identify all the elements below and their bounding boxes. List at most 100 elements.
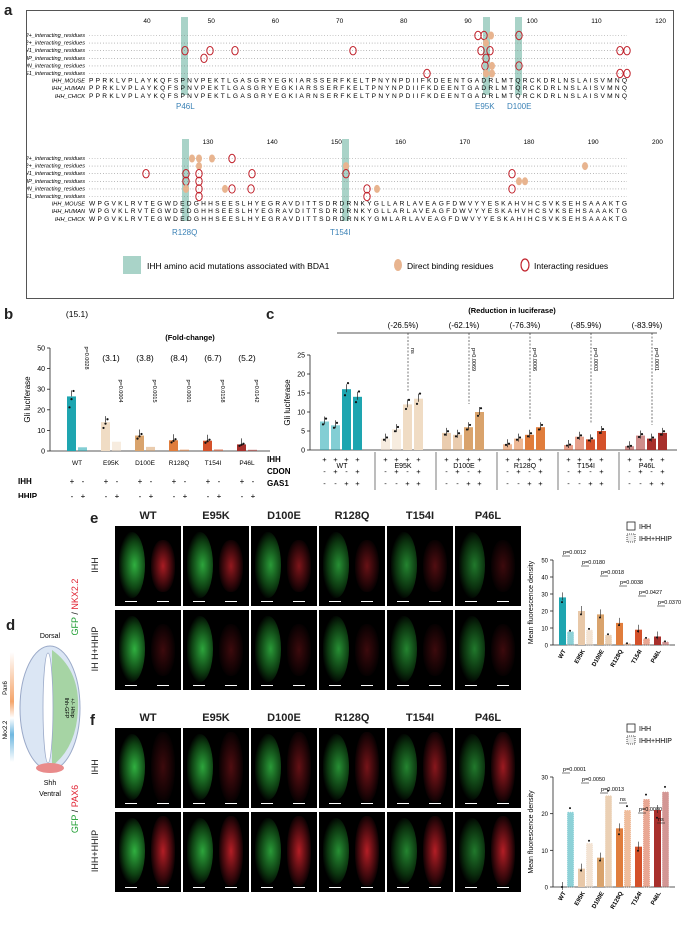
scale-bar	[465, 886, 477, 888]
legend-ihh-swatch	[626, 521, 636, 531]
ihh-sign: +	[538, 455, 543, 464]
bottom-seq-1: WPGVKLRVTEGWDEDGHHSEESLHYEGRAVDITTSDRDRN…	[89, 208, 627, 215]
ihh-sign: +	[660, 455, 665, 464]
bar-T154I-2	[586, 439, 595, 450]
bar-R128Q-ihh	[616, 622, 623, 645]
interacting-marker	[508, 169, 516, 179]
pvalue-D100E: p=0.0018	[601, 570, 624, 576]
micrograph-WT-1	[115, 812, 181, 892]
micrograph-E95K-1	[183, 610, 249, 690]
category-label-D100E: D100E	[453, 463, 475, 470]
binding-marker	[582, 162, 588, 171]
point2-D100E-0	[446, 430, 450, 433]
binding-marker	[516, 177, 522, 186]
y-tick-label: 20	[541, 812, 548, 818]
cdon-sign: +	[577, 467, 582, 476]
interacting-marker	[623, 68, 631, 79]
legend-hhip-label: IHH+HHIP	[639, 738, 672, 745]
fold-change-E95K: (3.1)	[102, 353, 120, 363]
pvalue-P46L: ns	[658, 817, 664, 823]
bar-E95K-ihh	[578, 611, 585, 645]
cdon-sign: +	[455, 467, 460, 476]
bar-T154I-1	[575, 436, 584, 450]
column-header-T154I: T154I	[405, 712, 435, 724]
row-label-ihh: IHH	[18, 477, 32, 486]
interacting-marker	[342, 169, 350, 179]
point-WT	[68, 406, 71, 409]
point2-P46L-0	[629, 444, 633, 447]
x-label-E95K: E95K	[103, 460, 120, 467]
gas1-sign: -	[384, 479, 387, 488]
pvalue-D100E: p=0.0013	[601, 787, 624, 793]
sequence-alignment-panel: 40 50 60 70 80 90 100 110 120 130 140 150 160 170 180…	[13, 10, 674, 299]
bar-D100E-hhip	[604, 634, 613, 646]
ihh-sign2-D100E: -	[150, 477, 153, 486]
point-D100E-1	[454, 435, 458, 438]
y-tick-label: 20	[37, 407, 45, 414]
scale-bar	[193, 886, 205, 888]
reduction-T154I: (-85.9%)	[571, 321, 602, 330]
ihh-sign: +	[383, 455, 388, 464]
scale-bar	[157, 600, 169, 602]
hhip-sign-D100E: -	[139, 492, 142, 498]
gfp-channel	[323, 734, 349, 800]
point2-D100E-1	[457, 432, 461, 435]
point-P46L	[238, 444, 241, 447]
scale-bar	[225, 600, 237, 602]
cdon-sign: -	[589, 467, 592, 476]
chart-c: 0 5 10 15 20 25 Gli luciferase (Reduction in lu…	[267, 306, 677, 490]
scale-bar	[361, 886, 373, 888]
gfp-channel	[255, 532, 281, 598]
scale-bar	[361, 600, 373, 602]
x-label-E95K: E95K	[574, 648, 587, 665]
gfp-channel	[459, 818, 485, 884]
fold-change-T154I: (6.7)	[204, 353, 222, 363]
interacting-marker	[515, 61, 523, 71]
ihh-sign: +	[466, 455, 471, 464]
ihh-sign: +	[322, 455, 327, 464]
point-T154I	[206, 440, 209, 443]
bar-D100E-1	[453, 434, 462, 450]
point-P46L	[240, 443, 243, 446]
x-label-T154I: T154I	[631, 649, 644, 666]
cdon-sign: +	[638, 467, 643, 476]
x-label-P46L: P46L	[239, 460, 255, 467]
micrograph-D100E-1	[251, 812, 317, 892]
stain-label: GFP / NKX2.2	[70, 567, 80, 647]
point-WT	[70, 398, 73, 401]
point2-R128Q-2	[529, 432, 533, 435]
hhip-label: +/- Hhip	[69, 698, 75, 717]
pvalue-D100E: p=0.0069	[470, 348, 476, 371]
dorsal-label: Dorsal	[40, 633, 61, 640]
fold-change-R128Q: (8.4)	[170, 353, 188, 363]
reduction-R128Q: (-76.3%)	[510, 321, 541, 330]
cdon-sign: +	[516, 467, 521, 476]
y-tick-label: 0	[545, 644, 549, 650]
point-WT-0	[321, 423, 325, 426]
y-tick-label: 20	[297, 372, 305, 379]
x-label-D100E: D100E	[591, 891, 605, 910]
ihh-sign: +	[527, 455, 532, 464]
red-channel	[151, 816, 175, 886]
category-label-R128Q: R128Q	[514, 463, 537, 470]
gas1-sign: -	[517, 479, 520, 488]
cdon-sign: +	[477, 467, 482, 476]
x-label-T154I: T154I	[205, 460, 222, 467]
x-label-R128Q: R128Q	[610, 649, 625, 669]
stain-separator: /	[70, 807, 80, 815]
bar-R128Q-3	[536, 427, 545, 450]
panel-label-b: b	[4, 306, 14, 323]
gas1-sign: -	[628, 479, 631, 488]
interacting-marker	[349, 46, 357, 56]
cdon-sign: -	[628, 467, 631, 476]
ihh-sign: +	[455, 455, 460, 464]
stain-gfp: GFP	[70, 814, 80, 834]
floor-plate	[36, 763, 64, 773]
gradient-bar	[10, 652, 14, 762]
gas1-sign: -	[334, 479, 337, 488]
point-E95K-3	[415, 402, 419, 405]
bar-T154I-hhip	[214, 449, 223, 451]
tick-bottom-160: 160	[395, 139, 406, 146]
hhip-sign-P46L: -	[241, 492, 244, 498]
scale-bar	[361, 802, 373, 804]
